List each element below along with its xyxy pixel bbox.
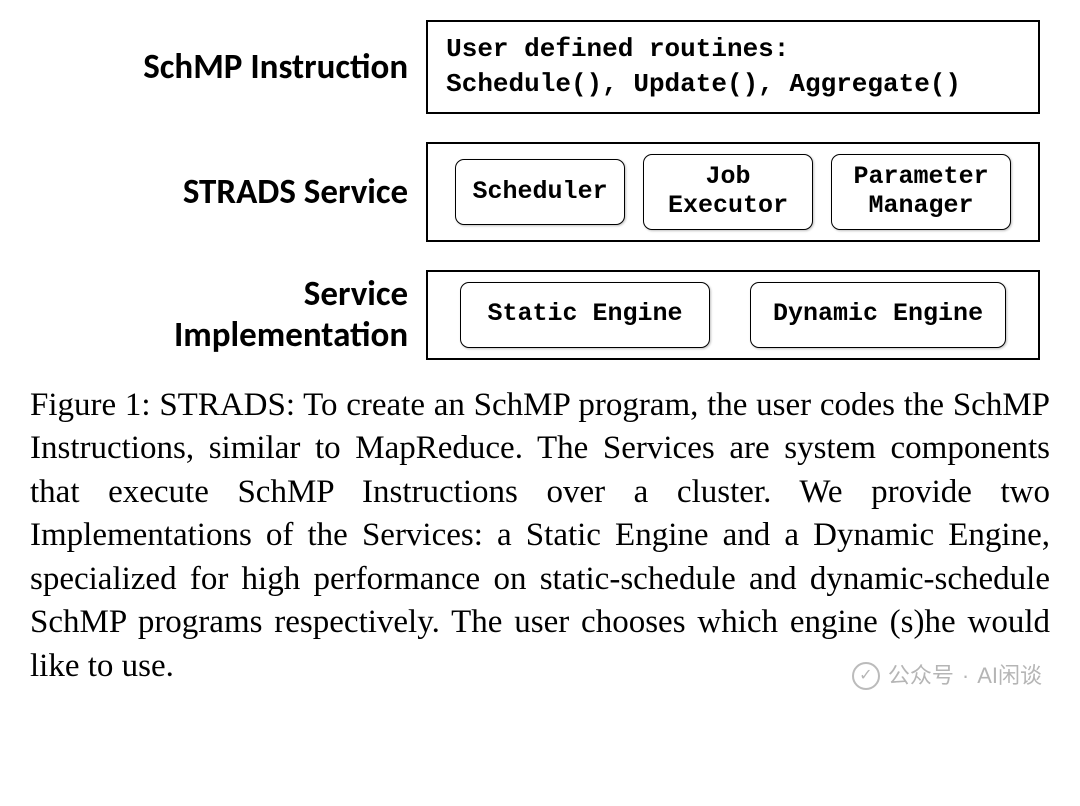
row-label-service: STRADS Service <box>40 173 416 212</box>
architecture-diagram: SchMP Instruction User defined routines:… <box>30 20 1050 378</box>
row-label-implementation: ServiceImplementation <box>40 274 416 355</box>
caption-text: STRADS: To create an SchMP program, the … <box>30 387 1050 684</box>
row-label-instruction: SchMP Instruction <box>40 48 416 87</box>
impl-item-dynamic-engine: Dynamic Engine <box>750 282 1006 348</box>
watermark-check-icon: ✓ <box>852 662 880 690</box>
impl-item-static-engine: Static Engine <box>460 282 710 348</box>
service-item-job-executor: JobExecutor <box>643 154 813 230</box>
row-implementation: ServiceImplementation Static Engine Dyna… <box>40 270 1040 360</box>
row-service: STRADS Service Scheduler JobExecutor Par… <box>40 142 1040 242</box>
watermark-name: AI闲谈 <box>977 661 1042 690</box>
instruction-text: User defined routines: Schedule(), Updat… <box>442 32 961 102</box>
row-instruction: SchMP Instruction User defined routines:… <box>40 20 1040 114</box>
watermark-separator: · <box>962 661 969 690</box>
figure-label: Figure 1: <box>30 387 151 423</box>
service-item-scheduler: Scheduler <box>455 159 625 225</box>
instruction-box: User defined routines: Schedule(), Updat… <box>426 20 1040 114</box>
implementation-box: Static Engine Dynamic Engine <box>426 270 1040 360</box>
service-box: Scheduler JobExecutor ParameterManager <box>426 142 1040 242</box>
service-item-parameter-manager: ParameterManager <box>831 154 1011 230</box>
figure-caption: Figure 1: STRADS: To create an SchMP pro… <box>30 384 1050 689</box>
watermark: ✓ 公众号 · AI闲谈 <box>852 661 1042 690</box>
watermark-account-label: 公众号 <box>888 661 954 690</box>
